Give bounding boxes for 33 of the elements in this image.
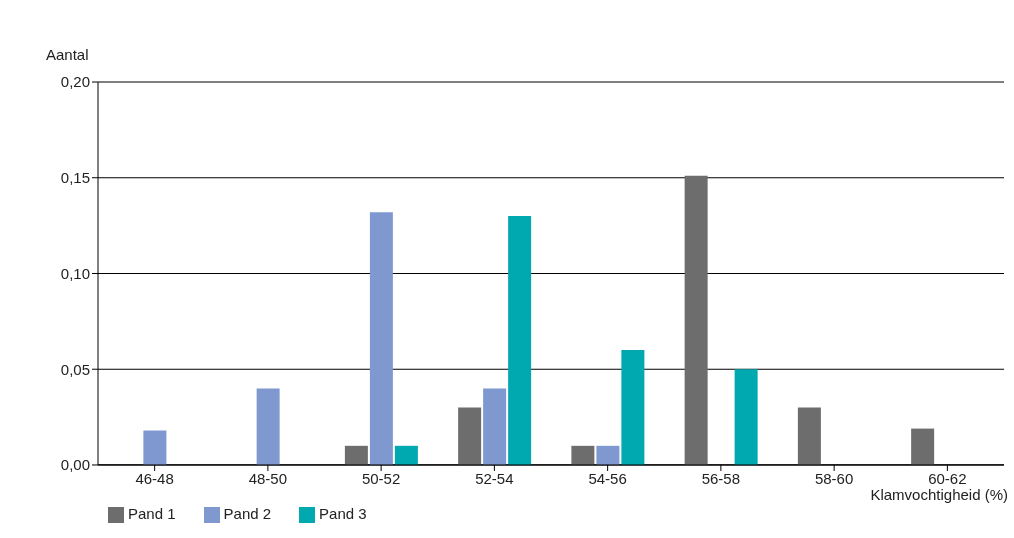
legend-label: Pand 3 [319, 504, 367, 522]
y-tick-label: 0,20 [60, 73, 90, 91]
x-tick-label: 58-60 [814, 469, 854, 487]
bar [394, 445, 418, 465]
bar [458, 407, 482, 465]
bar [596, 445, 620, 465]
bar [911, 428, 935, 465]
y-tick-label: 0,15 [60, 169, 90, 187]
x-axis-title: Klamvochtigheid (%) [870, 486, 1008, 503]
bar [684, 175, 708, 465]
bar [256, 388, 280, 465]
x-tick-label: 48-50 [248, 469, 288, 487]
x-tick-label: 46-48 [135, 469, 174, 487]
bar [571, 445, 595, 465]
bar [797, 407, 821, 465]
x-tick-label: 54-56 [588, 469, 627, 487]
x-tick-label: 60-62 [928, 469, 967, 487]
bar [508, 216, 532, 465]
y-tick-label: 0,00 [60, 456, 90, 474]
y-tick-label: 0,10 [60, 264, 90, 282]
bar [344, 445, 368, 465]
bar [734, 369, 758, 465]
legend-label: Pand 2 [223, 504, 272, 522]
x-tick-label: 52-54 [475, 469, 514, 487]
legend-label: Pand 1 [128, 504, 176, 522]
x-tick-label: 56-58 [701, 469, 741, 487]
bar [621, 350, 645, 465]
bar [483, 388, 507, 465]
x-tick-label: 50-52 [361, 469, 401, 487]
y-axis-title: Aantal [46, 46, 89, 63]
y-tick-label: 0,05 [60, 360, 90, 378]
bar [369, 212, 393, 465]
bar [143, 430, 167, 465]
